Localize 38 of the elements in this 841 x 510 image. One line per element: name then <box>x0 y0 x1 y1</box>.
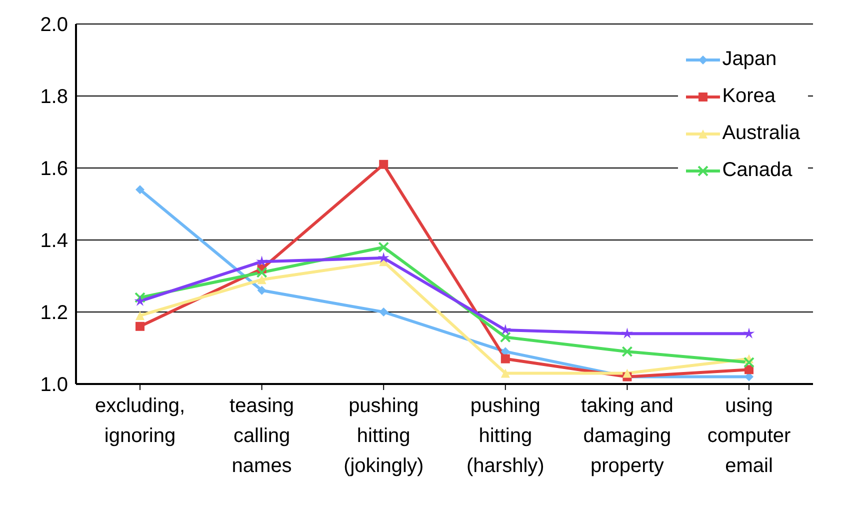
y-tick-label: 1.6 <box>40 158 68 180</box>
x-tick-label: teasing calling names <box>230 395 294 477</box>
y-tick-label: 1.2 <box>40 302 68 324</box>
point <box>622 368 632 378</box>
x-tick-label: excluding, ignoring <box>94 395 186 447</box>
y-tick-label: 1.0 <box>40 374 68 396</box>
point <box>136 322 144 331</box>
point <box>379 160 388 169</box>
point <box>622 346 633 358</box>
y-tick-label: 2.0 <box>40 14 68 36</box>
point <box>134 292 146 304</box>
point <box>256 266 268 278</box>
point <box>378 252 390 263</box>
legend-label: Japan <box>722 48 777 71</box>
point <box>621 328 633 338</box>
point <box>136 311 144 320</box>
x-tick-label: pushing hitting (jokingly) <box>344 395 424 477</box>
legend-label: Canada <box>722 159 792 182</box>
point <box>500 368 510 378</box>
point <box>257 275 266 284</box>
point <box>500 354 510 364</box>
y-tick-label: 1.8 <box>40 86 68 108</box>
point <box>136 185 144 194</box>
x-tick-label: using computer email <box>707 395 792 477</box>
point <box>500 324 512 335</box>
x-tick-label: taking and damaging property <box>581 395 674 477</box>
point <box>743 328 755 338</box>
legend-label: Australia <box>722 122 800 145</box>
point <box>500 332 511 343</box>
y-tick-label: 1.4 <box>40 230 68 252</box>
x-tick-label: pushing hitting (harshly) <box>466 395 544 477</box>
legend-label: Korea <box>722 85 776 108</box>
point <box>257 286 266 295</box>
point <box>744 356 754 368</box>
point <box>134 295 146 306</box>
point <box>256 256 268 266</box>
point <box>378 242 390 253</box>
point <box>379 308 388 316</box>
